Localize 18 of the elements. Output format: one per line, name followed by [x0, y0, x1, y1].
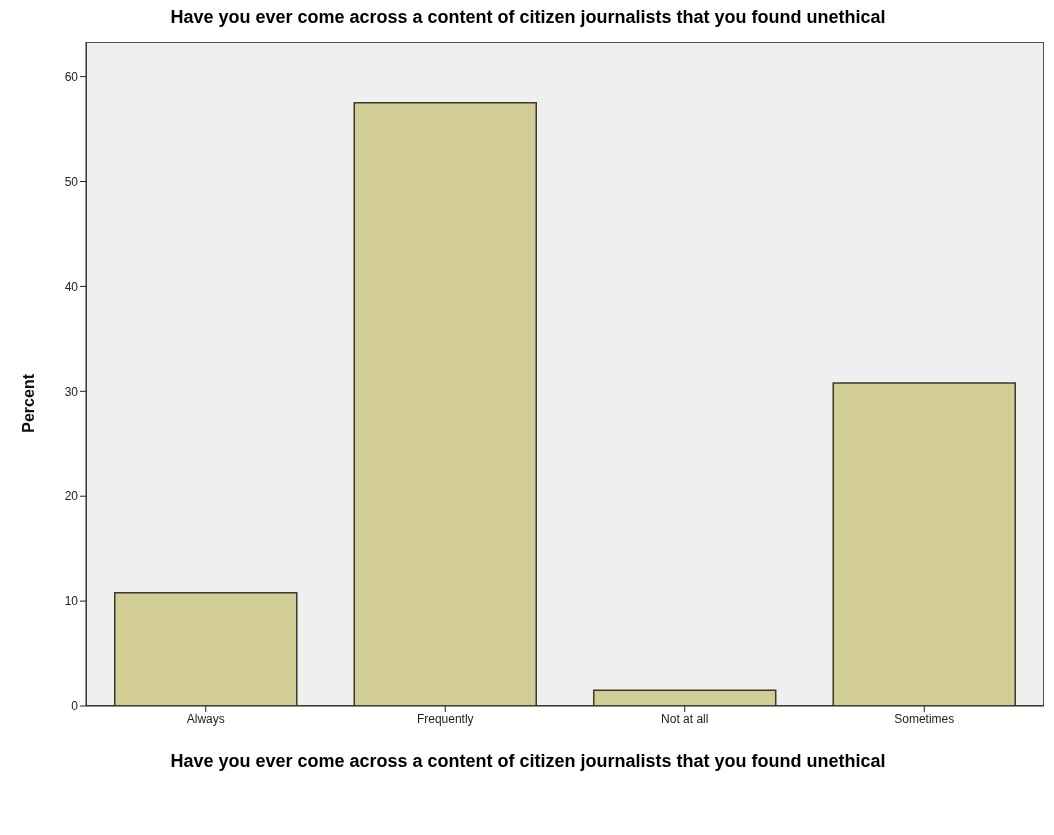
x-axis-title: Have you ever come across a content of citizen journalists that you found unethical	[169, 751, 887, 771]
x-tick-label: Not at all	[661, 711, 709, 726]
x-tick-label: Sometimes	[894, 711, 955, 726]
bar	[113, 591, 298, 706]
bar	[592, 689, 777, 706]
y-tick-label: 10	[64, 594, 79, 609]
chart-title: Have you ever come across a content of citizen journalists that you found unethical	[169, 7, 887, 27]
x-tick-label: Always	[186, 711, 225, 726]
y-tick-label: 30	[64, 384, 79, 399]
y-tick-label: 50	[64, 174, 79, 189]
y-axis-title: Percent	[19, 373, 37, 433]
bar	[353, 102, 537, 706]
y-tick-label: 40	[64, 279, 79, 294]
bar	[832, 382, 1016, 706]
y-tick-label: 20	[64, 489, 79, 504]
y-tick-label: 0	[71, 699, 79, 714]
x-tick-label: Frequently	[416, 711, 474, 726]
y-tick-label: 60	[64, 69, 79, 84]
